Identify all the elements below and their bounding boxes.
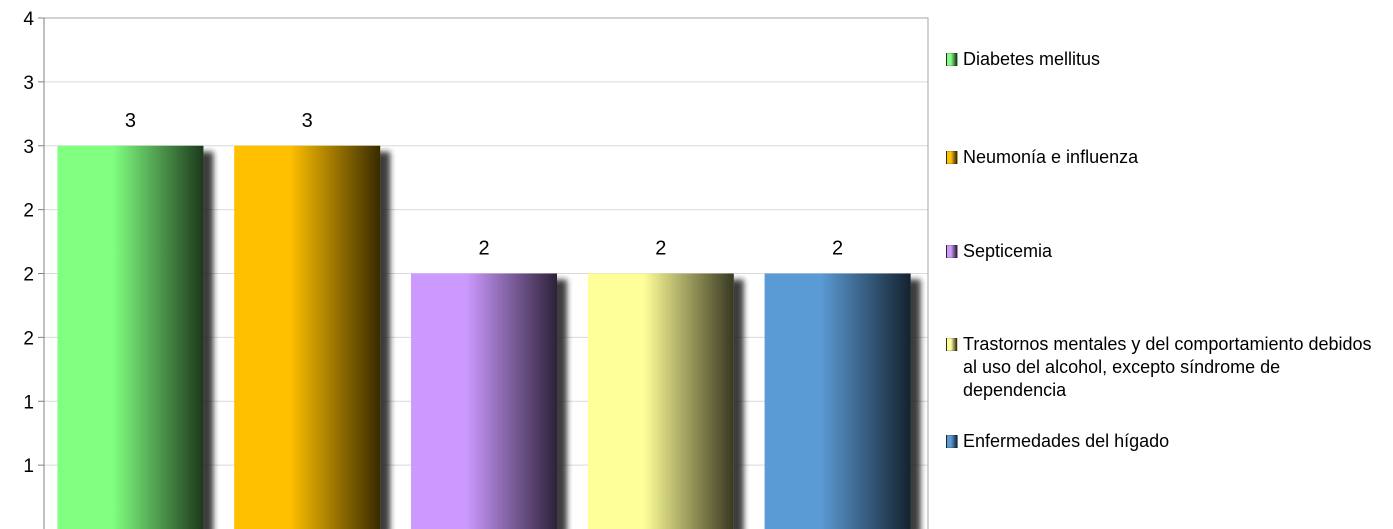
bar-chart: 1 1 2 2 2 3 3 4 3 3 2 2 2 — [23, 9, 929, 529]
legend-label: Enfermedades del hígado — [963, 431, 1170, 451]
data-label: 3 — [125, 110, 136, 132]
y-tick-label: 3 — [23, 73, 34, 94]
legend-swatch — [946, 245, 958, 258]
data-label: 2 — [478, 238, 489, 260]
y-tick-label: 2 — [23, 328, 34, 349]
bar-shading — [764, 273, 911, 529]
labels: 1 1 2 2 2 3 3 4 3 3 2 2 2 — [23, 9, 843, 477]
data-label: 2 — [832, 238, 843, 260]
bar-shading — [234, 145, 381, 529]
legend-item: Diabetes mellitus — [946, 48, 1100, 71]
legend-item: Enfermedades del hígado — [946, 430, 1169, 453]
bars — [57, 145, 911, 529]
y-tick-label: 2 — [23, 265, 34, 286]
legend-swatch — [946, 338, 958, 351]
y-tick-label: 4 — [23, 9, 34, 30]
legend-label: Diabetes mellitus — [963, 49, 1101, 69]
y-tick-label: 1 — [23, 456, 34, 477]
bar-shading — [411, 273, 557, 529]
axes — [38, 17, 929, 529]
legend-label: Trastornos mentales y del comportamiento… — [963, 334, 1372, 400]
legend-label: Neumonía e influenza — [963, 147, 1139, 167]
y-tick-label: 2 — [23, 201, 34, 222]
chart-legend: Diabetes mellitus Neumonía e influenza Sep… — [946, 0, 1386, 529]
data-label: 3 — [302, 110, 313, 132]
legend-item: Neumonía e influenza — [946, 146, 1138, 169]
y-tick-label: 3 — [23, 137, 34, 158]
legend-label: Septicemia — [963, 241, 1053, 261]
legend-item: Septicemia — [946, 240, 1052, 263]
y-tick-label: 1 — [23, 392, 34, 413]
legend-swatch — [946, 435, 958, 448]
bar-shading — [587, 273, 734, 529]
legend-swatch — [946, 53, 958, 66]
legend-item: Trastornos mentales y del comportamiento… — [946, 333, 1383, 402]
bar-shading — [57, 145, 204, 529]
legend-swatch — [946, 151, 958, 164]
data-label: 2 — [655, 238, 666, 260]
